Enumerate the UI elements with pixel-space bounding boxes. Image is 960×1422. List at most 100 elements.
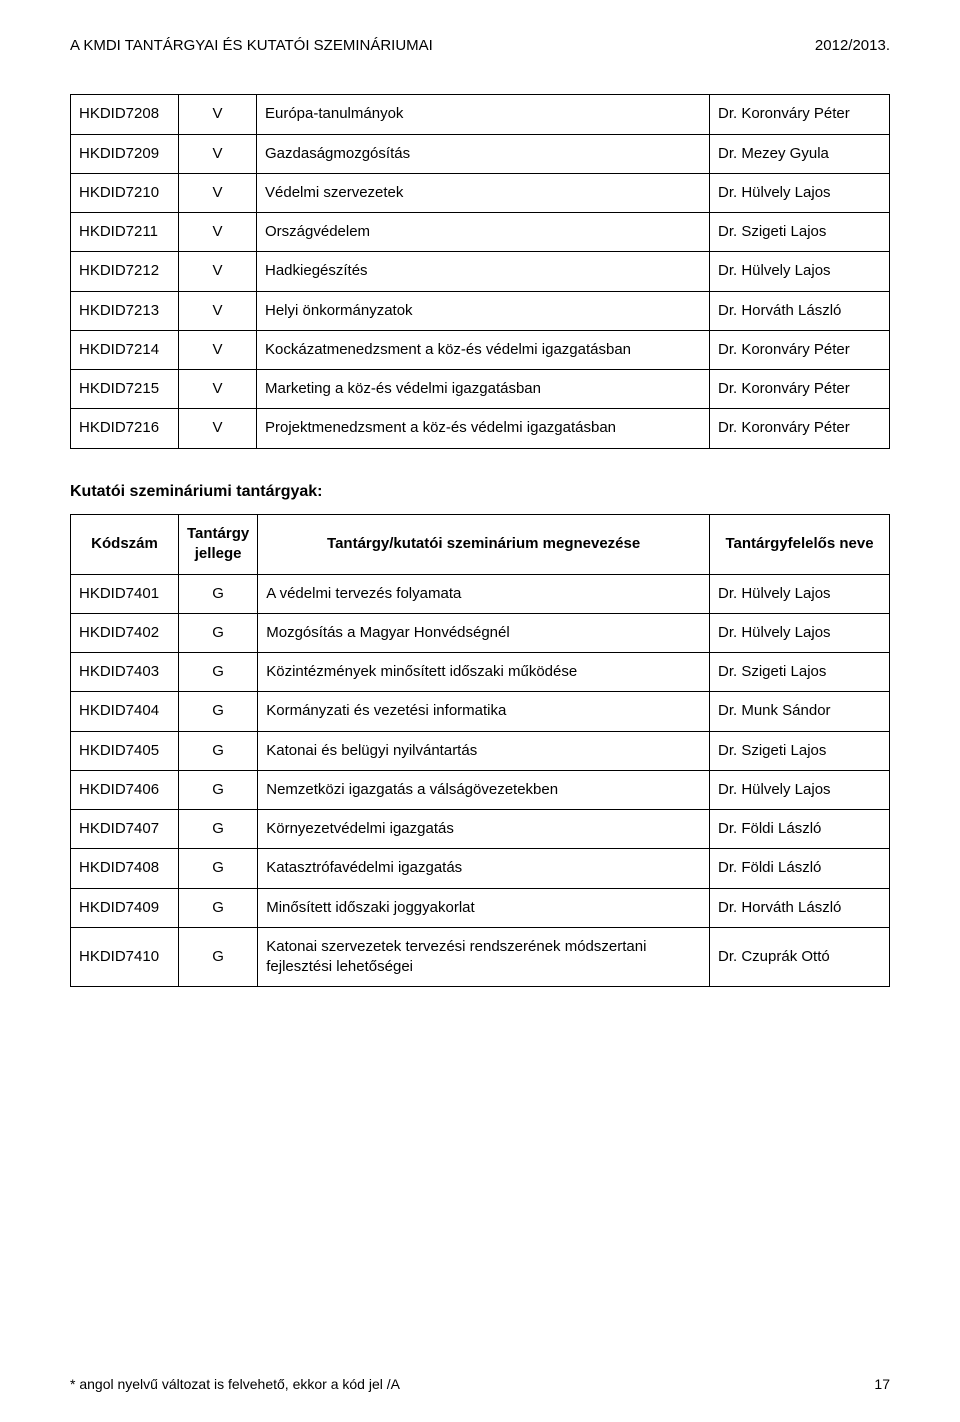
cell-name: Környezetvédelmi igazgatás [258, 810, 710, 849]
cell-type: G [179, 770, 258, 809]
cell-name: Projektmenedzsment a köz-és védelmi igaz… [257, 409, 710, 448]
cell-type: V [179, 134, 257, 173]
table-row: HKDID7214VKockázatmenedzsment a köz-és v… [71, 330, 890, 369]
cell-name: Helyi önkormányzatok [257, 291, 710, 330]
table-row: HKDID7407GKörnyezetvédelmi igazgatásDr. … [71, 810, 890, 849]
cell-code: HKDID7404 [71, 692, 179, 731]
cell-teacher: Dr. Hülvely Lajos [710, 613, 890, 652]
cell-type: V [179, 173, 257, 212]
cell-teacher: Dr. Hülvely Lajos [710, 252, 890, 291]
cell-teacher: Dr. Hülvely Lajos [710, 770, 890, 809]
table-row: HKDID7212VHadkiegészítésDr. Hülvely Lajo… [71, 252, 890, 291]
cell-teacher: Dr. Czuprák Ottó [710, 927, 890, 987]
table-row: HKDID7208VEurópa-tanulmányokDr. Koronvár… [71, 95, 890, 134]
cell-code: HKDID7409 [71, 888, 179, 927]
cell-teacher: Dr. Földi László [710, 849, 890, 888]
table-row: HKDID7405GKatonai és belügyi nyilvántart… [71, 731, 890, 770]
cell-name: Mozgósítás a Magyar Honvédségnél [258, 613, 710, 652]
cell-teacher: Dr. Koronváry Péter [710, 95, 890, 134]
table-row: HKDID7216VProjektmenedzsment a köz-és vé… [71, 409, 890, 448]
table-row: HKDID7213VHelyi önkormányzatokDr. Horvát… [71, 291, 890, 330]
cell-type: V [179, 291, 257, 330]
footer-note: * angol nyelvű változat is felvehető, ek… [70, 1375, 400, 1394]
cell-code: HKDID7214 [71, 330, 179, 369]
cell-type: G [179, 731, 258, 770]
cell-type: G [179, 574, 258, 613]
cell-name: Védelmi szervezetek [257, 173, 710, 212]
page: A KMDI TANTÁRGYAI ÉS KUTATÓI SZEMINÁRIUM… [0, 0, 960, 1422]
cell-code: HKDID7405 [71, 731, 179, 770]
cell-name: Katasztrófavédelmi igazgatás [258, 849, 710, 888]
header-year: 2012/2013. [815, 36, 890, 56]
cell-name: Katonai és belügyi nyilvántartás [258, 731, 710, 770]
cell-code: HKDID7212 [71, 252, 179, 291]
cell-type: G [179, 849, 258, 888]
table-row: HKDID7215VMarketing a köz-és védelmi iga… [71, 370, 890, 409]
cell-teacher: Dr. Horváth László [710, 888, 890, 927]
cell-teacher: Dr. Hülvely Lajos [710, 574, 890, 613]
cell-code: HKDID7403 [71, 653, 179, 692]
table-row: HKDID7402GMozgósítás a Magyar Honvédségn… [71, 613, 890, 652]
cell-type: G [179, 692, 258, 731]
cell-code: HKDID7407 [71, 810, 179, 849]
table-row: HKDID7409GMinősített időszaki joggyakorl… [71, 888, 890, 927]
cell-name: Gazdaságmozgósítás [257, 134, 710, 173]
table-row: HKDID7401GA védelmi tervezés folyamataDr… [71, 574, 890, 613]
cell-code: HKDID7215 [71, 370, 179, 409]
cell-teacher: Dr. Földi László [710, 810, 890, 849]
cell-type: G [179, 927, 258, 987]
cell-code: HKDID7401 [71, 574, 179, 613]
cell-code: HKDID7402 [71, 613, 179, 652]
cell-teacher: Dr. Szigeti Lajos [710, 731, 890, 770]
cell-teacher: Dr. Koronváry Péter [710, 330, 890, 369]
cell-teacher: Dr. Koronváry Péter [710, 370, 890, 409]
th-teacher: Tantárgyfelelős neve [710, 515, 890, 575]
cell-name: Európa-tanulmányok [257, 95, 710, 134]
th-type: Tantárgy jellege [179, 515, 258, 575]
section-title: Kutatói szemináriumi tantárgyak: [70, 481, 890, 503]
cell-teacher: Dr. Hülvely Lajos [710, 173, 890, 212]
cell-code: HKDID7213 [71, 291, 179, 330]
header-title: A KMDI TANTÁRGYAI ÉS KUTATÓI SZEMINÁRIUM… [70, 36, 433, 56]
cell-name: Minősített időszaki joggyakorlat [258, 888, 710, 927]
cell-name: Katonai szervezetek tervezési rendszerén… [258, 927, 710, 987]
cell-teacher: Dr. Mezey Gyula [710, 134, 890, 173]
footer-page-number: 17 [874, 1375, 890, 1394]
cell-type: V [179, 330, 257, 369]
cell-teacher: Dr. Szigeti Lajos [710, 653, 890, 692]
cell-name: Kockázatmenedzsment a köz-és védelmi iga… [257, 330, 710, 369]
page-footer: * angol nyelvű változat is felvehető, ek… [70, 1375, 890, 1394]
table-row: HKDID7406GNemzetközi igazgatás a válságö… [71, 770, 890, 809]
cell-code: HKDID7209 [71, 134, 179, 173]
cell-teacher: Dr. Horváth László [710, 291, 890, 330]
cell-type: V [179, 409, 257, 448]
table-header-row: Kódszám Tantárgy jellege Tantárgy/kutató… [71, 515, 890, 575]
cell-name: Közintézmények minősített időszaki működ… [258, 653, 710, 692]
th-code: Kódszám [71, 515, 179, 575]
cell-code: HKDID7406 [71, 770, 179, 809]
cell-code: HKDID7216 [71, 409, 179, 448]
cell-code: HKDID7208 [71, 95, 179, 134]
cell-teacher: Dr. Munk Sándor [710, 692, 890, 731]
cell-type: G [179, 888, 258, 927]
th-name: Tantárgy/kutatói szeminárium megnevezése [258, 515, 710, 575]
cell-name: Kormányzati és vezetési informatika [258, 692, 710, 731]
cell-type: V [179, 213, 257, 252]
course-table-1: HKDID7208VEurópa-tanulmányokDr. Koronvár… [70, 94, 890, 448]
cell-name: Hadkiegészítés [257, 252, 710, 291]
cell-name: A védelmi tervezés folyamata [258, 574, 710, 613]
cell-code: HKDID7408 [71, 849, 179, 888]
cell-type: V [179, 95, 257, 134]
cell-name: Országvédelem [257, 213, 710, 252]
cell-code: HKDID7410 [71, 927, 179, 987]
cell-name: Nemzetközi igazgatás a válságövezetekben [258, 770, 710, 809]
table-row: HKDID7209VGazdaságmozgósításDr. Mezey Gy… [71, 134, 890, 173]
table-row: HKDID7404GKormányzati és vezetési inform… [71, 692, 890, 731]
cell-teacher: Dr. Koronváry Péter [710, 409, 890, 448]
table-row: HKDID7403GKözintézmények minősített idős… [71, 653, 890, 692]
table-row: HKDID7408GKatasztrófavédelmi igazgatásDr… [71, 849, 890, 888]
page-header: A KMDI TANTÁRGYAI ÉS KUTATÓI SZEMINÁRIUM… [70, 36, 890, 56]
cell-type: V [179, 252, 257, 291]
cell-code: HKDID7210 [71, 173, 179, 212]
cell-name: Marketing a köz-és védelmi igazgatásban [257, 370, 710, 409]
